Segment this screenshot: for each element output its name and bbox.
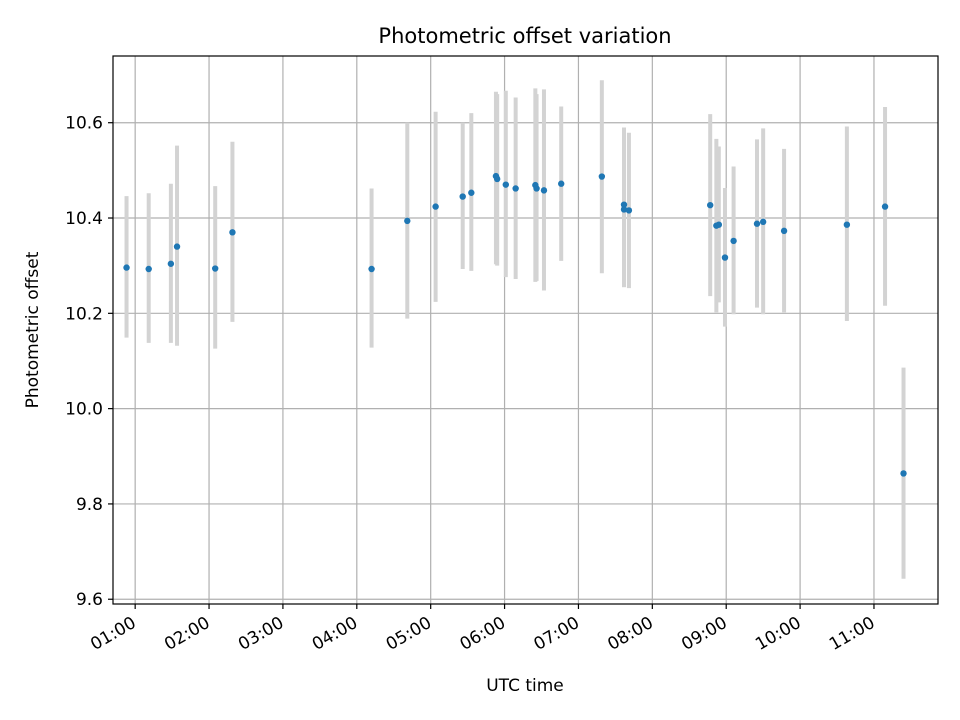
data-point [167, 260, 175, 267]
data-point [468, 189, 475, 196]
data-points [123, 172, 907, 477]
data-point [900, 470, 907, 477]
y-axis-label: Photometric offset [23, 251, 43, 408]
data-point [598, 173, 606, 180]
data-point [730, 237, 737, 245]
data-point [493, 175, 501, 183]
data-point [715, 221, 723, 228]
y-tick-label: 10.4 [65, 209, 103, 229]
data-point [707, 201, 714, 209]
y-tick-label: 10.6 [65, 114, 103, 134]
data-point [620, 201, 628, 208]
data-point [780, 227, 788, 235]
data-point [459, 193, 466, 200]
plot-frame [112, 55, 939, 605]
y-tick-label: 10.0 [65, 400, 103, 420]
data-point [404, 217, 411, 225]
data-point [502, 181, 509, 188]
data-point [625, 207, 633, 214]
data-point [540, 187, 548, 194]
data-point [753, 220, 761, 227]
data-point [145, 265, 152, 273]
data-point [368, 265, 375, 273]
y-tick-label: 10.2 [65, 304, 103, 324]
data-point [620, 206, 628, 213]
data-point [512, 185, 519, 192]
data-point [721, 254, 729, 261]
data-point [432, 203, 439, 210]
data-point [759, 218, 767, 226]
data-point [173, 243, 181, 250]
y-tick-label: 9.6 [76, 590, 103, 610]
data-point [843, 221, 851, 228]
data-point [881, 203, 889, 210]
data-point [212, 265, 219, 272]
x-axis-label: UTC time [486, 676, 564, 696]
data-point [533, 185, 540, 192]
data-point [558, 180, 565, 187]
chart-title: Photometric offset variation [378, 24, 671, 48]
data-point [229, 229, 236, 236]
y-axis-ticks: 9.6 9.8 10.0 10.2 10.4 10.6 [65, 114, 113, 610]
y-tick-label: 9.8 [76, 495, 103, 515]
data-point [123, 264, 130, 271]
